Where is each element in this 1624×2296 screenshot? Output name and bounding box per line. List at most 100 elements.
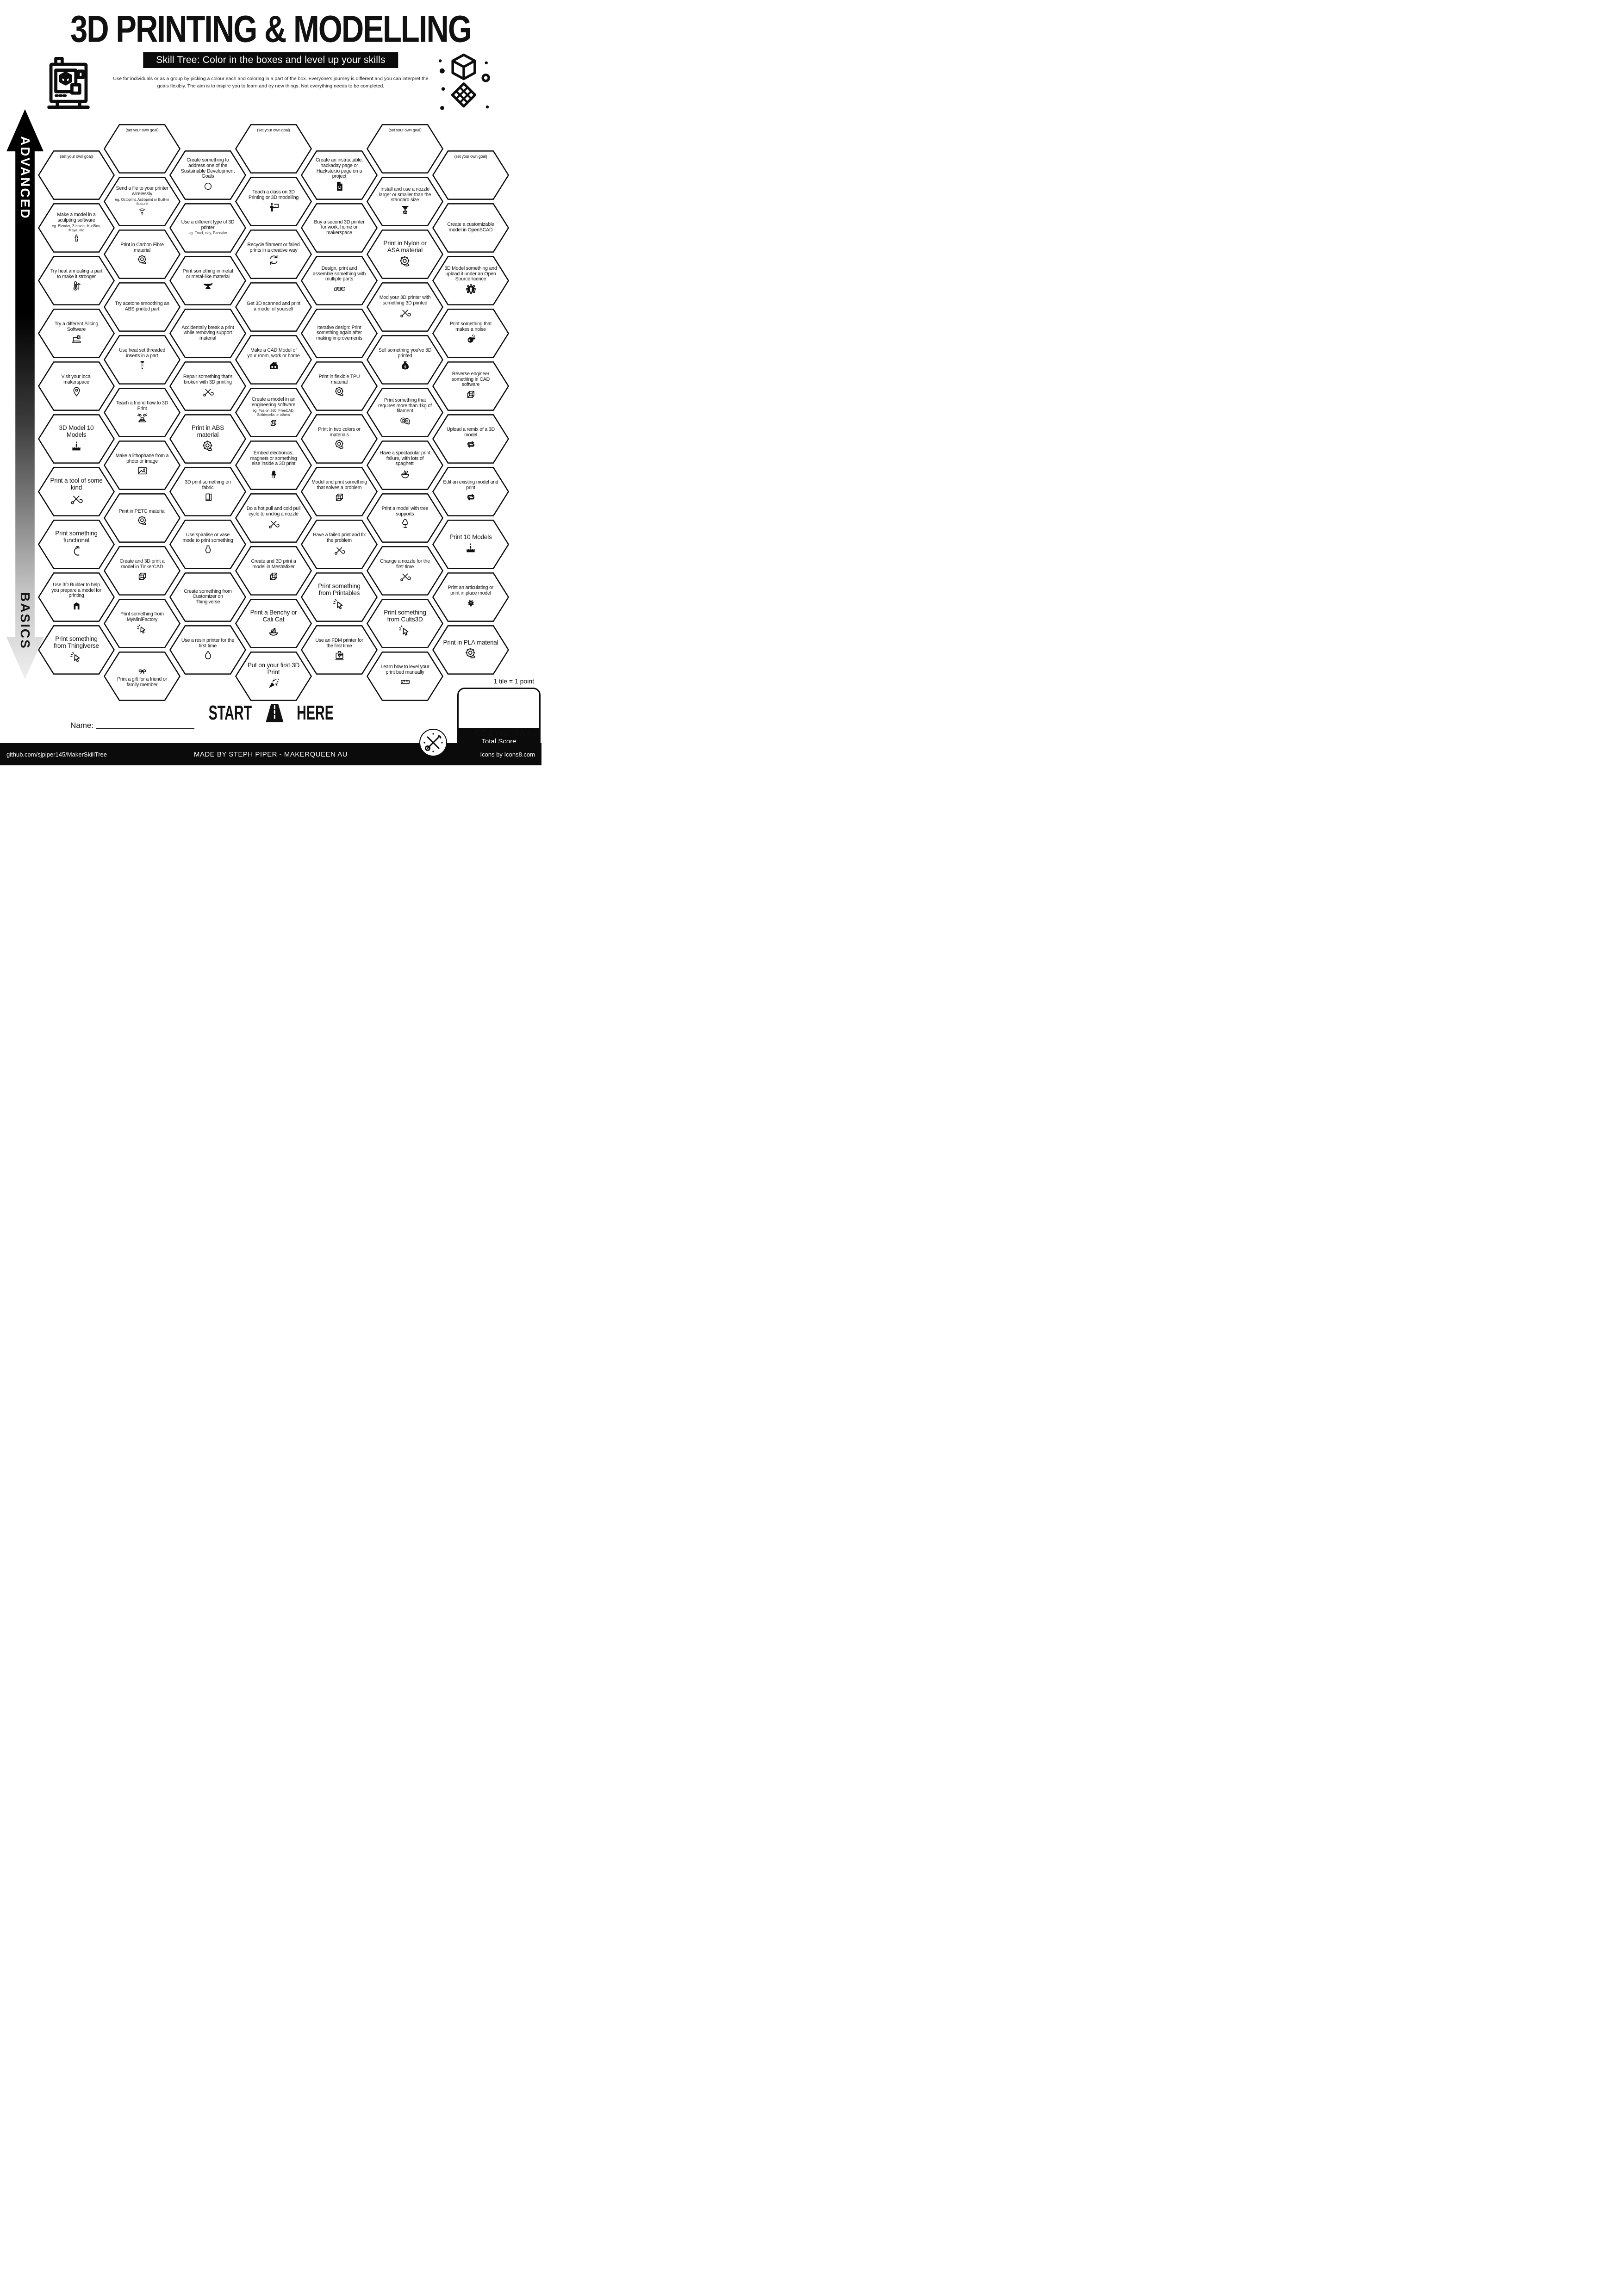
hex-tile-set-your-own-goal[interactable]: (set your own goal) (367, 124, 443, 174)
hex-tile[interactable]: Try a different Slicing Software (38, 309, 115, 358)
hex-tile[interactable]: Print 10 Models (432, 520, 509, 569)
hex-tile[interactable]: Use an FDM printer for the first time (301, 625, 378, 675)
hex-tile-label: Have a spectacular print failure, with l… (380, 450, 430, 467)
hex-tile[interactable]: Create and 3D print a model in TinkerCAD (104, 546, 180, 596)
hexagon-outline (104, 282, 180, 332)
hex-tile[interactable]: Create and 3D print a model in MeshMixer (235, 546, 312, 596)
hex-tile[interactable]: Teach a friend how to 3D Print (104, 388, 180, 437)
hex-tile[interactable]: Print something from Thingiverse (38, 625, 115, 675)
hex-tile-label: Make a CAD Model of your room, work or h… (247, 347, 300, 359)
hex-tile[interactable]: Use spiralise or vase mode to print some… (169, 520, 246, 569)
hexagon-outline (235, 388, 312, 437)
wifi-icon (137, 207, 147, 217)
hex-tile[interactable]: Print something in metal or metal-like m… (169, 256, 246, 305)
hex-tile[interactable]: Print in Carbon Fibre material (104, 230, 180, 279)
house-icon (268, 360, 280, 371)
hex-tile[interactable]: Sell something you've 3D printed (367, 335, 443, 385)
hex-tile[interactable]: Use heat set threaded inserts in a part (104, 335, 180, 385)
hex-tile[interactable]: Use a resin printer for the first time (169, 625, 246, 675)
hexagon-outline (432, 203, 509, 253)
hexagon-outline (367, 652, 443, 701)
hex-tile[interactable]: Use a different type of 3D printer eg. Fo… (169, 203, 246, 253)
hex-tile[interactable]: Put on your first 3D Print (235, 652, 312, 701)
hex-tile[interactable]: Make a CAD Model of your room, work or h… (235, 335, 312, 385)
hex-tile[interactable]: Print something from Printables (301, 572, 378, 622)
hex-tile-set-your-own-goal[interactable]: (set your own goal) (235, 124, 312, 174)
hex-tile[interactable]: Model and print something that solves a … (301, 467, 378, 516)
hex-tile[interactable]: Use 3D Builder to help you prepare a mod… (38, 572, 115, 622)
hex-tile[interactable]: Teach a class on 3D Printing or 3D model… (235, 177, 312, 226)
hex-tile[interactable]: 3D print something on fabric (169, 467, 246, 516)
hex-tile[interactable]: Print something that makes a noise (432, 309, 509, 358)
hex-tile[interactable]: Design, print and assemble something wit… (301, 256, 378, 305)
hex-tile-label: Do a hot pull and cold pull cycle to unc… (246, 505, 301, 517)
hex-tile[interactable]: Make a lithophane from a photo or image (104, 441, 180, 490)
spool-icon (398, 255, 411, 268)
hex-tile[interactable]: Create something to address one of the S… (169, 150, 246, 200)
hex-tile[interactable]: Recycle filament or failed prints in a c… (235, 230, 312, 279)
hex-tile-set-your-own-goal[interactable]: (set your own goal) (432, 150, 509, 200)
hex-tile[interactable]: Upload a remix of a 3D model (432, 414, 509, 464)
hex-tile-label: Design, print and assemble something wit… (312, 266, 366, 282)
name-input[interactable] (96, 728, 195, 729)
hex-tile-label: Iterative design: Print something again … (316, 324, 362, 341)
hex-tile[interactable]: Get 3D scanned and print a model of your… (235, 282, 312, 332)
hex-tile-label: Teach a class on 3D Printing or 3D model… (248, 189, 299, 200)
hex-tile[interactable]: Mod your 3D printer with something 3D pr… (367, 282, 443, 332)
hex-tile[interactable]: Print something that requires more than … (367, 388, 443, 437)
hex-tile[interactable]: Print in Nylon or ASA material (367, 230, 443, 279)
hex-tile[interactable]: Accidentally break a print while removin… (169, 309, 246, 358)
remix-icon (465, 439, 477, 450)
hex-tile[interactable]: Print in PLA material (432, 625, 509, 675)
hexagon-outline (432, 256, 509, 305)
hex-tile[interactable]: Create an instructable, hackaday page or… (301, 150, 378, 200)
hex-tile[interactable]: Send a file to your printer wirelessly eg… (104, 177, 180, 226)
hex-tile[interactable]: Print something functional (38, 520, 115, 569)
hex-tile-label: Try acetone smoothing an ABS printed par… (115, 301, 169, 312)
hex-tile[interactable]: 3D Model something and upload it under a… (432, 256, 509, 305)
hex-tile[interactable]: Make a model in a sculpting software eg. … (38, 203, 115, 253)
hex-tile[interactable]: Create a model in an engineering softwar… (235, 388, 312, 437)
cake-icon (70, 440, 83, 453)
hex-tile-set-your-own-goal[interactable]: (set your own goal) (104, 124, 180, 174)
hex-tile[interactable]: Print in flexible TPU material (301, 361, 378, 411)
hex-tile[interactable]: Print something from MyMiniFactory (104, 599, 180, 648)
hex-tile[interactable]: Print something from Cults3D (367, 599, 443, 648)
hex-tile[interactable]: Have a failed print and fix the problem (301, 520, 378, 569)
hex-tile-label: Model and print something that solves a … (311, 479, 367, 490)
hex-tile[interactable]: Create a customizable model in OpenSCAD (432, 203, 509, 253)
hex-tile[interactable]: 3D Model 10 Models (38, 414, 115, 464)
hex-tile[interactable]: Install and use a nozzle larger or small… (367, 177, 443, 226)
total-score-input[interactable] (459, 689, 539, 728)
hex-tile[interactable]: Print in ABS material (169, 414, 246, 464)
hexagon-outline (367, 335, 443, 385)
hex-tile[interactable]: Repair something that's broken with 3D p… (169, 361, 246, 411)
hex-tile[interactable]: Print in PETG material (104, 493, 180, 543)
hex-tile[interactable]: Try acetone smoothing an ABS printed par… (104, 282, 180, 332)
hex-tile[interactable]: Try heat annealing a part to make it str… (38, 256, 115, 305)
hex-tile[interactable]: Visit your local makerspace (38, 361, 115, 411)
cube-lattice-icon (438, 53, 490, 110)
hex-tile[interactable]: Do a hot pull and cold pull cycle to unc… (235, 493, 312, 543)
hexagon-outline (235, 230, 312, 279)
cubes3-icon (334, 283, 345, 295)
hex-tile[interactable]: Buy a second 3D printer for work, home o… (301, 203, 378, 253)
hex-tile[interactable]: Print in two colors or materials (301, 414, 378, 464)
hex-tile-sublabel: eg. Food, clay, Pancake (188, 231, 227, 236)
hex-tile[interactable]: Create something from Customizer on Thin… (169, 572, 246, 622)
hexagon-outline (104, 335, 180, 385)
hex-tile[interactable]: Edit an existing model and print (432, 467, 509, 516)
hex-tile[interactable]: Print a gift for a friend or family memb… (104, 652, 180, 701)
hex-tile[interactable]: Print a Benchy or Cali Cat (235, 599, 312, 648)
hex-tile[interactable]: Print a tool of some kind (38, 467, 115, 516)
hex-tile[interactable]: Embed electronics, magnets or something … (235, 441, 312, 490)
hex-tile[interactable]: Print an articulating or print in place … (432, 572, 509, 622)
hex-tile[interactable]: Change a nozzle for the first time (367, 546, 443, 596)
hex-tile-set-your-own-goal[interactable]: (set your own goal) (38, 150, 115, 200)
hex-tile[interactable]: Iterative design: Print something again … (301, 309, 378, 358)
anvil-icon (202, 280, 214, 292)
hex-tile[interactable]: Learn how to level your print bed manual… (367, 652, 443, 701)
hex-tile[interactable]: Print a model with tree supports (367, 493, 443, 543)
hex-tile[interactable]: Reverse engineer something in CAD softwa… (432, 361, 509, 411)
hex-tile[interactable]: Have a spectacular print failure, with l… (367, 441, 443, 490)
